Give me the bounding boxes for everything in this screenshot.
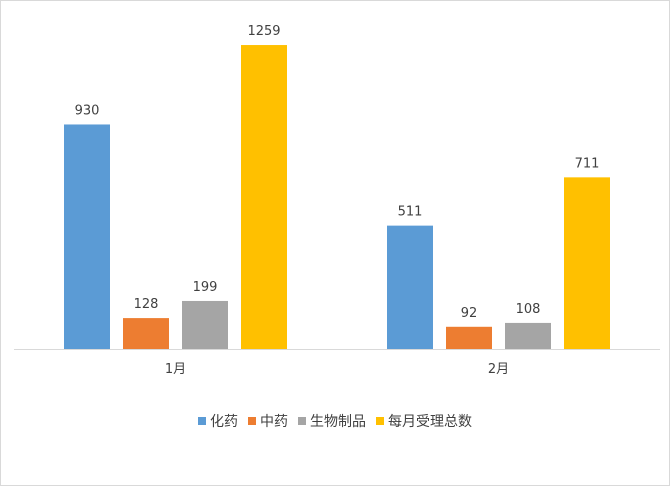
bar (446, 326, 492, 349)
legend-label: 生物制品 (310, 414, 366, 430)
legend-swatch (248, 417, 256, 425)
legend-swatch (198, 417, 206, 425)
data-label: 930 (75, 103, 100, 118)
legend-item: 化药 (198, 411, 238, 431)
x-tick-label: 1月 (165, 362, 186, 377)
legend-item: 中药 (248, 411, 288, 431)
data-label: 92 (461, 306, 478, 321)
bar (241, 45, 287, 349)
legend-item: 生物制品 (298, 411, 366, 431)
data-label: 108 (516, 302, 541, 317)
data-label: 711 (575, 156, 600, 171)
legend-label: 每月受理总数 (388, 414, 472, 430)
bar (564, 177, 610, 349)
legend-label: 中药 (260, 414, 288, 430)
bar (123, 318, 169, 349)
x-tick-label: 2月 (488, 362, 509, 377)
bar (64, 124, 110, 349)
legend-swatch (298, 417, 306, 425)
data-label: 128 (134, 297, 159, 312)
legend-swatch (376, 417, 384, 425)
bar (505, 322, 551, 349)
legend: 化药 中药 生物制品 每月受理总数 (0, 411, 670, 431)
data-label: 511 (398, 205, 423, 220)
legend-item: 每月受理总数 (376, 411, 472, 431)
data-label: 1259 (247, 24, 280, 39)
bar (182, 300, 228, 349)
bar (387, 225, 433, 349)
data-label: 199 (193, 280, 218, 295)
legend-label: 化药 (210, 414, 238, 430)
